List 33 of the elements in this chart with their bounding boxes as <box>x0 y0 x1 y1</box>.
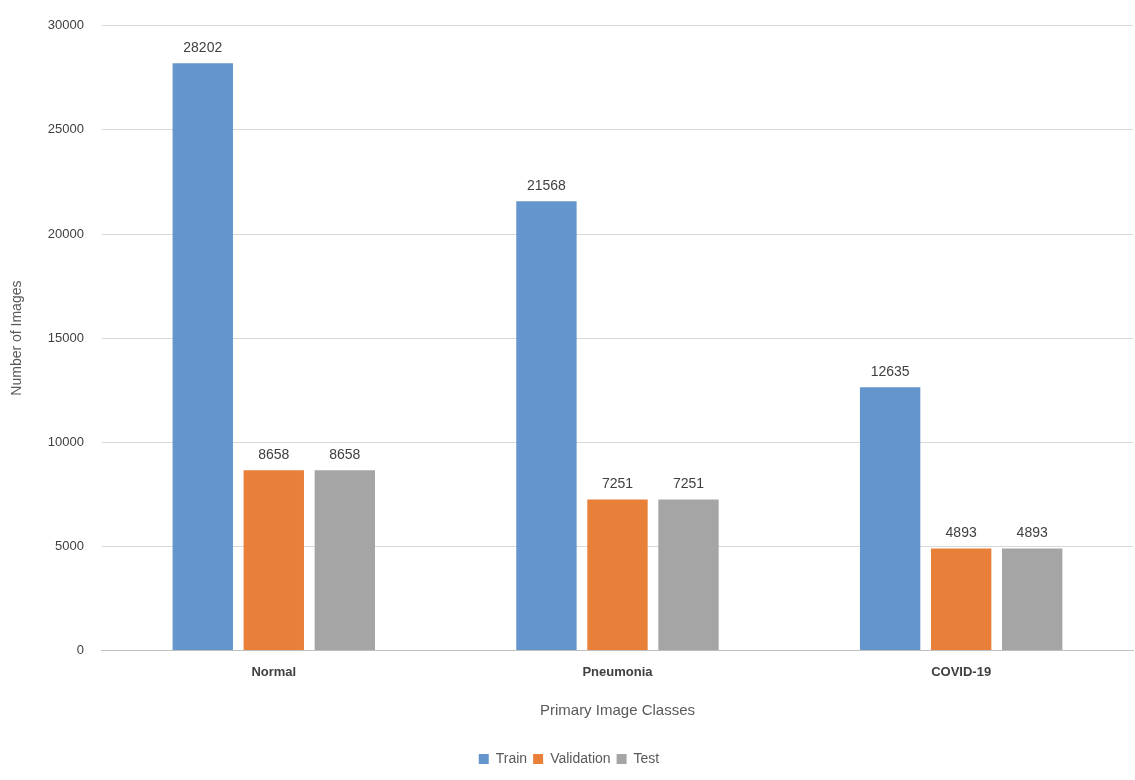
y-tick-label: 15000 <box>47 329 84 345</box>
data-label: 7251 <box>672 475 705 492</box>
bar <box>243 470 304 650</box>
x-tick-label: COVID-19 <box>931 663 992 679</box>
x-tick-label: Pneumonia <box>582 663 654 679</box>
bar <box>1002 548 1063 650</box>
legend-label: Test <box>633 749 660 766</box>
x-tick-label: Normal <box>251 663 297 679</box>
data-label: 7251 <box>601 475 634 492</box>
bar <box>314 470 376 650</box>
legend-label: Validation <box>550 749 611 766</box>
y-tick-label: 20000 <box>47 225 84 241</box>
data-label: 4893 <box>1016 524 1048 541</box>
data-label: 12635 <box>870 363 910 380</box>
y-tick-label: 30000 <box>47 17 84 33</box>
y-tick-label: 10000 <box>47 433 84 449</box>
bar <box>930 548 992 650</box>
data-label: 8658 <box>258 446 290 462</box>
bar <box>587 499 648 650</box>
legend-label: Train <box>495 749 528 766</box>
y-tick-label: 5000 <box>55 537 84 553</box>
y-tick-label: 25000 <box>47 121 84 137</box>
x-axis-title: Primary Image Classes <box>539 701 695 719</box>
bar <box>658 499 719 650</box>
bar <box>516 201 577 650</box>
bar <box>859 387 921 650</box>
y-axis-title: Number of Images <box>8 280 25 396</box>
data-label: 28202 <box>183 39 223 56</box>
data-label: 4893 <box>945 524 977 541</box>
bar <box>172 63 233 650</box>
data-label: 21568 <box>526 177 567 194</box>
data-label: 8658 <box>329 446 361 462</box>
y-tick-label: 0 <box>76 641 84 657</box>
